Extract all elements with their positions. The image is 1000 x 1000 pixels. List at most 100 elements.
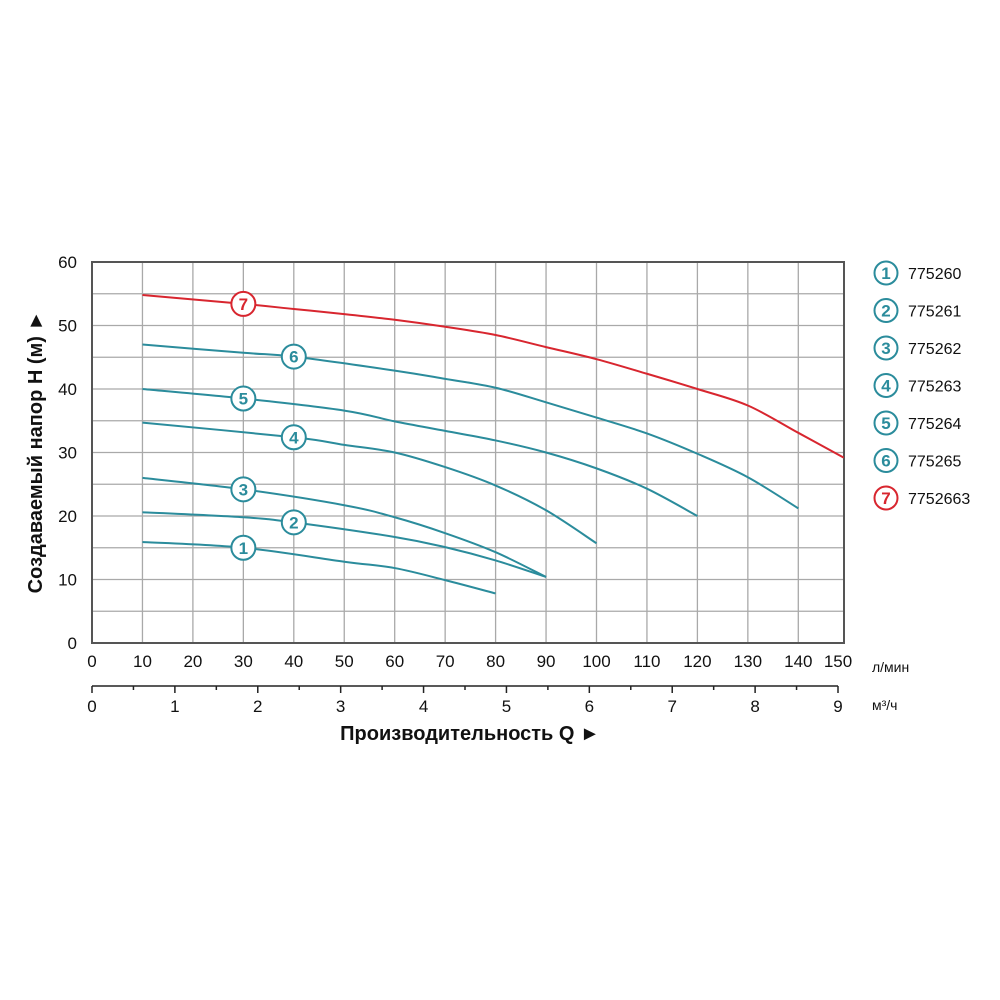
curves	[142, 294, 845, 595]
badge-circle	[230, 290, 257, 317]
legend-item: 1 775260	[873, 260, 961, 286]
curve-775260	[142, 541, 496, 595]
y-tick-label: 30	[58, 444, 77, 463]
legend-badge-number: 1	[881, 264, 890, 283]
x2-tick-label: 8	[750, 697, 759, 716]
curve-775261	[142, 511, 547, 578]
badge-number: 7	[239, 295, 248, 314]
y-tick-label: 10	[58, 571, 77, 590]
legend-badge-number: 4	[881, 377, 891, 396]
y-axis-title: Создаваемый напор H (м) ►	[25, 311, 47, 594]
legend-item: 4 775263	[873, 373, 961, 398]
secondary-x-axis: 0 1 2 3 4 5 6 7 8 9	[87, 685, 843, 716]
curve-badge-7: 7	[230, 290, 257, 317]
legend-badge-number: 7	[881, 489, 890, 508]
x-tick-label: 120	[683, 652, 711, 671]
badge-number: 3	[239, 480, 248, 499]
x-tick-label: 60	[385, 652, 404, 671]
legend-label: 775261	[908, 304, 961, 321]
legend-badge-number: 6	[881, 452, 890, 471]
x-tick-label: 50	[335, 652, 354, 671]
x-tick-label: 70	[436, 652, 455, 671]
legend-badge-circle	[873, 448, 899, 473]
y-tick-labels: 0 10 20 30 40 50 60	[58, 253, 77, 653]
legend-item: 2 775261	[873, 298, 961, 323]
x2-unit-label: м³/ч	[872, 697, 897, 713]
plot-frame	[91, 261, 845, 644]
x2-tick-label: 9	[833, 697, 842, 716]
x-tick-label: 40	[284, 652, 303, 671]
legend-item: 3 775262	[873, 335, 961, 361]
badge-circle	[280, 343, 307, 370]
badge-circle	[230, 476, 257, 503]
legend-label: 775263	[908, 379, 961, 396]
y-tick-label: 50	[58, 317, 77, 336]
badge-circle	[280, 424, 307, 451]
x2-tick-label: 0	[87, 697, 96, 716]
x2-tick-label: 7	[667, 697, 676, 716]
curve-badge-3: 3	[230, 476, 257, 503]
x2-tick-label: 4	[419, 697, 428, 716]
curve-badge-4: 4	[280, 424, 307, 451]
legend-label: 775262	[908, 341, 961, 358]
legend-item: 6 775265	[873, 448, 961, 473]
x-tick-label: 30	[234, 652, 253, 671]
x2-tick-label: 5	[502, 697, 511, 716]
badge-number: 6	[289, 348, 298, 367]
x-tick-label: 150	[824, 652, 852, 671]
legend-badge-circle	[873, 260, 899, 286]
x-tick-labels: 0 10 20 30 40 50 60 70 80 90 100 110 120 130 140 150	[87, 652, 852, 671]
legend-label: 775265	[908, 454, 961, 471]
curve-badge-6: 6	[280, 343, 307, 370]
x2-tick-label: 1	[170, 697, 179, 716]
curve-775264	[142, 388, 698, 517]
curve-badges: 1 2 3 4 5 6 7	[230, 290, 307, 561]
legend: 1 775260 2 775261 3 775262 4 775263 5 775264 6 7752…	[873, 260, 970, 511]
legend-label: 775260	[908, 266, 961, 283]
badge-number: 1	[239, 539, 248, 558]
legend-badge-circle	[873, 373, 899, 398]
x-tick-label: 20	[183, 652, 202, 671]
x-tick-label: 130	[734, 652, 762, 671]
x-axis-title: Производительность Q ►	[340, 723, 600, 745]
legend-badge-circle	[873, 485, 899, 511]
badge-circle	[230, 385, 257, 412]
badge-number: 4	[289, 428, 299, 447]
badge-circle	[230, 534, 257, 561]
x2-tick-label: 2	[253, 697, 262, 716]
curve-775263	[142, 421, 598, 545]
x2-tick-label: 6	[585, 697, 594, 716]
badge-number: 5	[239, 390, 248, 409]
x-tick-label: 110	[633, 652, 660, 671]
x2-tick-label: 3	[336, 697, 345, 716]
curve-badge-2: 2	[280, 509, 307, 536]
y-tick-label: 0	[68, 634, 77, 653]
x-tick-label: 10	[133, 652, 152, 671]
y-tick-label: 20	[58, 507, 77, 526]
y-tick-label: 60	[58, 253, 77, 272]
legend-item: 7 7752663	[873, 485, 970, 511]
curve-badge-5: 5	[230, 385, 257, 412]
legend-badge-number: 3	[881, 339, 890, 358]
y-tick-label: 40	[58, 380, 77, 399]
curve-775265	[142, 343, 799, 510]
x-tick-label: 0	[87, 652, 96, 671]
legend-badge-number: 5	[881, 414, 890, 433]
x-tick-label: 80	[486, 652, 505, 671]
x-tick-label: 90	[537, 652, 556, 671]
grid	[91, 261, 845, 644]
legend-badge-circle	[873, 410, 899, 436]
curve-badge-1: 1	[230, 534, 257, 561]
x-tick-label: 100	[582, 652, 610, 671]
badge-circle	[280, 509, 307, 536]
legend-badge-circle	[873, 298, 899, 323]
legend-badge-circle	[873, 335, 899, 361]
x-unit-label: л/мин	[872, 659, 909, 675]
legend-item: 5 775264	[873, 410, 961, 436]
curve-7752663	[142, 294, 845, 459]
legend-label: 775264	[908, 416, 961, 433]
badge-number: 2	[289, 513, 298, 532]
legend-label: 7752663	[908, 491, 970, 508]
x-tick-label: 140	[784, 652, 812, 671]
